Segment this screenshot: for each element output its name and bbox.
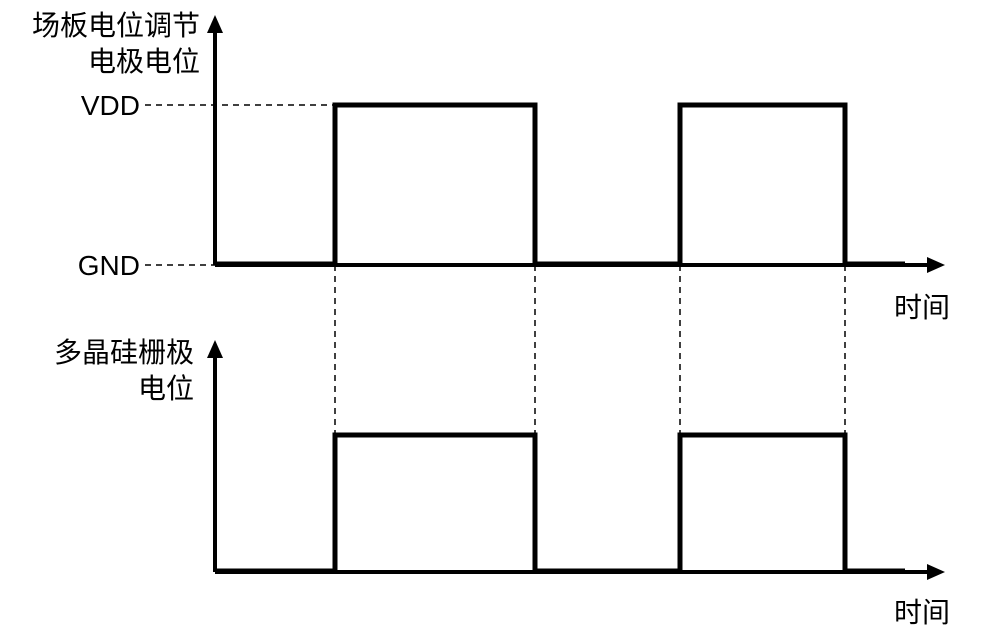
- timing-diagram: [0, 0, 1000, 627]
- bottom-y-axis-label: 多晶硅栅极 电位: [22, 335, 194, 408]
- bottom-x-axis-label: 时间: [870, 595, 950, 631]
- top-y-axis-label: 场板电位调节 电极电位: [10, 8, 200, 81]
- top-x-axis-label: 时间: [870, 290, 950, 326]
- top-tick-gnd: GND: [70, 248, 140, 284]
- top-tick-vdd: VDD: [70, 88, 140, 124]
